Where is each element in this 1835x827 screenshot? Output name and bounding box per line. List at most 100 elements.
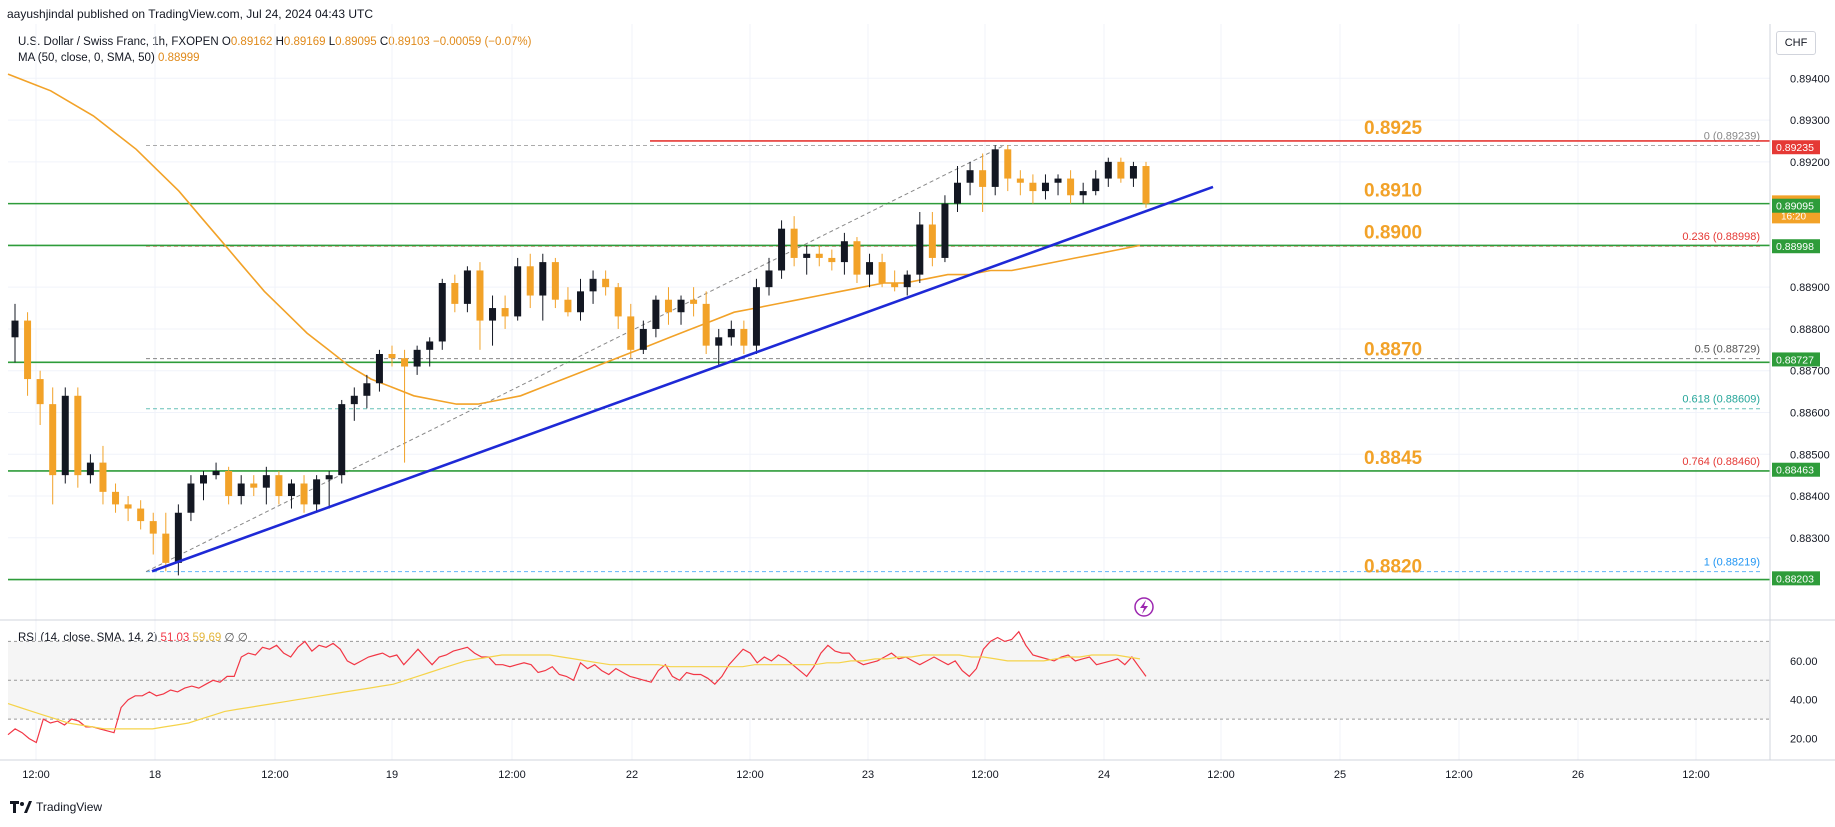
footer-brand: TradingView	[36, 800, 103, 814]
alert-lightning-icon-ring	[1134, 597, 1154, 617]
candle-body	[878, 262, 886, 283]
candle-body	[815, 253, 823, 258]
candle-body	[388, 354, 396, 359]
price-axis-tag	[1772, 198, 1820, 213]
time-tick-label: 12:00	[22, 769, 50, 781]
candle-body	[1054, 178, 1062, 183]
candle-body	[275, 475, 283, 497]
symbol-legend: U.S. Dollar / Swiss Franc, 1h, FXOPEN O0…	[18, 36, 531, 48]
close-value: 0.89103	[388, 36, 430, 48]
candle-body	[174, 512, 182, 563]
currency-button[interactable]: CHF	[1776, 31, 1816, 55]
price-axis-tag	[1772, 140, 1820, 155]
change-value: −0.00059 (−0.07%)	[432, 36, 532, 48]
candle-body	[514, 266, 522, 317]
candle-body	[325, 475, 333, 480]
symbol-name[interactable]: U.S. Dollar / Swiss Franc, 1h, FXOPEN	[18, 36, 219, 48]
candle-body	[363, 383, 371, 396]
low-label: L	[328, 36, 336, 48]
price-tick-label: 0.88300	[1790, 533, 1830, 545]
fib-label: 0.618 (0.88609)	[1682, 394, 1760, 406]
rsi-tick-label: 20.00	[1790, 734, 1818, 746]
candle-body	[690, 299, 698, 304]
candle-body	[1041, 182, 1049, 192]
price-tick-label: 0.88900	[1790, 282, 1830, 294]
price-axis-countdown: 16:20	[1781, 211, 1806, 222]
time-tick-label: 24	[1098, 769, 1110, 781]
open-label: O	[221, 36, 231, 48]
candle-body	[86, 462, 94, 476]
candle-body	[438, 282, 446, 342]
rsi-ma-line	[7, 654, 1141, 730]
candle-body	[602, 278, 610, 288]
open-value: 0.89162	[230, 36, 273, 48]
ma-value: 0.88999	[157, 52, 200, 64]
candle-body	[212, 470, 220, 476]
footer: TradingView	[10, 800, 102, 814]
price-chart[interactable]: 0 (0.89239)0.236 (0.88998)0.5 (0.88729)0…	[0, 0, 1835, 790]
candle-body	[891, 282, 899, 288]
candle-body	[979, 170, 987, 187]
candle-body	[840, 241, 848, 263]
candle-body	[61, 395, 69, 476]
candle-body	[664, 299, 672, 313]
price-axis-tag	[1772, 239, 1820, 254]
candle-body	[1129, 166, 1137, 179]
rsi-tick-label: 40.00	[1790, 695, 1818, 707]
level-label: 0.8845	[1364, 448, 1423, 469]
ma-legend: MA (50, close, 0, SMA, 50) 0.88999	[18, 52, 200, 64]
price-axis-tag-text: 0.88463	[1776, 465, 1814, 477]
price-axis-tag	[1772, 462, 1820, 477]
level-label: 0.8820	[1364, 557, 1422, 578]
candle-body	[941, 203, 949, 258]
candle-body	[501, 308, 509, 317]
fib-label: 0.236 (0.88998)	[1682, 231, 1760, 243]
candle-body	[451, 282, 459, 304]
rsi-pane: 60.00 40.00 20.00	[7, 630, 1818, 746]
ma-label[interactable]: MA (50, close, 0, SMA, 50)	[18, 52, 155, 64]
candle-body	[803, 253, 811, 258]
price-tick-label: 0.89300	[1790, 115, 1830, 127]
price-tick-label: 0.88500	[1790, 449, 1830, 461]
candle-body	[1016, 178, 1024, 183]
low-value: 0.89095	[335, 36, 377, 48]
candle-body	[350, 395, 358, 405]
candle-body	[677, 299, 685, 313]
time-tick-label: 22	[626, 769, 638, 781]
candle-body	[1092, 178, 1100, 192]
candle-body	[250, 483, 258, 488]
candle-body	[715, 337, 723, 346]
candle-body	[300, 483, 308, 505]
alert-lightning-icon[interactable]	[1134, 597, 1154, 617]
axes: 0.89400 0.89300 0.89200 0.88900 0.88800 0.887…	[0, 24, 1835, 781]
candle-body	[702, 303, 710, 346]
ma-line	[7, 73, 1141, 405]
candle-body	[614, 287, 622, 317]
fibonacci-retracement: 0 (0.89239) 0.236 (0.88998) 0.5 (0.88729) 0…	[145, 131, 1760, 573]
candle-body	[916, 224, 924, 275]
time-tick-label: 23	[862, 769, 874, 781]
fib-label: 1 (0.88219)	[1704, 557, 1760, 569]
candle-body	[740, 328, 748, 346]
fib-label: 0.5 (0.88729)	[1695, 344, 1760, 356]
candle-body	[74, 395, 82, 476]
candle-body	[954, 182, 961, 204]
trendline	[151, 185, 1214, 573]
candle-body	[752, 287, 760, 346]
price-axis-tag-text: 0.89095	[1776, 201, 1814, 213]
price-axis-tag	[1772, 352, 1820, 367]
high-value: 0.89169	[283, 36, 326, 48]
candle-body	[287, 483, 295, 497]
candle-body	[539, 262, 547, 296]
time-tick-label: 19	[386, 769, 398, 781]
price-tick-label: 0.88400	[1790, 491, 1830, 503]
price-tick-label: 0.88600	[1790, 407, 1830, 419]
level-label: 0.8870	[1364, 339, 1422, 360]
candle-body	[200, 475, 207, 484]
horizontal-levels: 0.8925 0.8910 0.8900 0.8870 0.8845 0.8820	[8, 118, 1770, 581]
candle-body	[1029, 182, 1037, 192]
candle-body	[11, 320, 19, 338]
time-tick-label: 12:00	[971, 769, 999, 781]
close-label: C	[379, 36, 389, 48]
price-axis-tag-text: 0.88998	[1776, 241, 1814, 253]
